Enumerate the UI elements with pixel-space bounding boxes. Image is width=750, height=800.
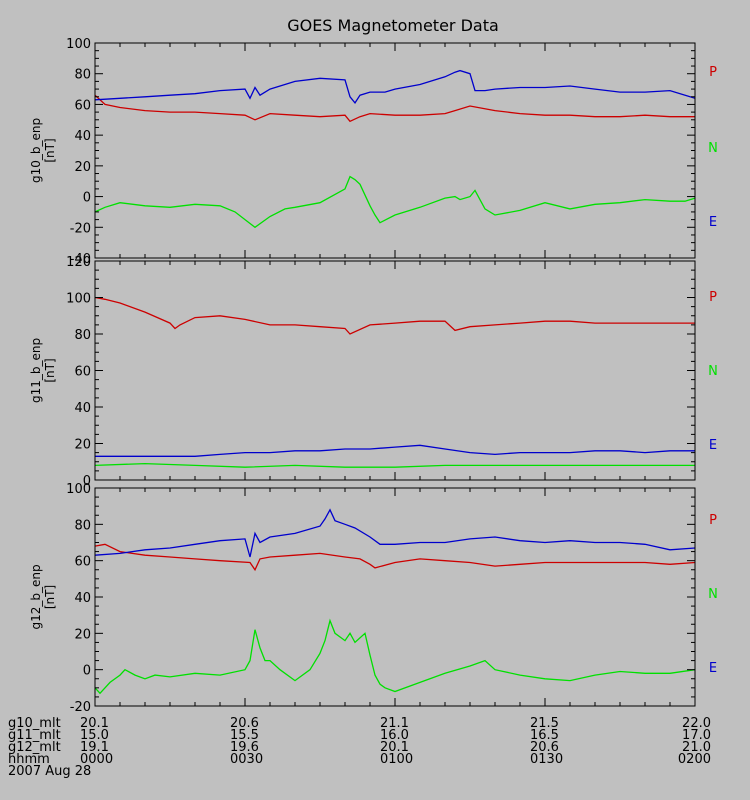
series-E-line bbox=[95, 444, 695, 457]
row-value: 20.1 bbox=[380, 740, 409, 755]
row-value: 20.6 bbox=[530, 740, 559, 755]
y-axis-label: g11_b_enp bbox=[29, 338, 43, 403]
row-value: 20.6 bbox=[230, 716, 259, 731]
row-value: 17.0 bbox=[682, 728, 711, 743]
row-label-hhmm: hhmm bbox=[8, 752, 50, 767]
row-label-g12_mlt: g12_mlt bbox=[8, 740, 61, 755]
series-E-line bbox=[94, 508, 696, 558]
legend-E: E bbox=[709, 215, 717, 230]
row-label-g10_mlt: g10_mlt bbox=[8, 716, 61, 731]
y-tick-label: 60 bbox=[74, 98, 91, 113]
row-value: 21.5 bbox=[530, 716, 559, 731]
y-axis-unit: [nT] bbox=[43, 138, 57, 162]
legend-P: P bbox=[709, 513, 717, 528]
row-value: 0100 bbox=[380, 752, 413, 767]
row-value: 15.0 bbox=[80, 728, 109, 743]
row-label-g11_mlt: g11_mlt bbox=[8, 728, 61, 743]
y-axis-label: g10_b_enp bbox=[29, 118, 43, 183]
bottom-time-labels: g10_mlt 20.1 20.6 21.1 21.5 22.0 g11_mlt 15.0 15… bbox=[8, 716, 711, 779]
series-N-line bbox=[94, 618, 696, 695]
y-tick-label: 60 bbox=[74, 555, 91, 570]
panel-frame bbox=[94, 42, 696, 259]
series-P-line bbox=[94, 94, 695, 123]
y-tick-label: 100 bbox=[66, 37, 91, 52]
legend-P: P bbox=[709, 65, 717, 80]
row-value: 21.1 bbox=[380, 716, 409, 731]
row-value: 16.5 bbox=[530, 728, 559, 743]
row-value: 21.0 bbox=[682, 740, 711, 755]
y-tick-label: -20 bbox=[70, 221, 91, 236]
row-value: 0200 bbox=[678, 752, 711, 767]
panel-3: -20 0 20 40 60 80 100 g12_b_enp [nT] P N E bbox=[29, 482, 718, 715]
legend-E: E bbox=[709, 661, 717, 676]
y-tick-label: -40 bbox=[70, 252, 91, 267]
row-value: 0000 bbox=[80, 752, 113, 767]
y-tick-label: 80 bbox=[74, 68, 91, 83]
y-tick-label: 100 bbox=[66, 292, 91, 307]
y-tick-label: 120 bbox=[66, 255, 91, 270]
legend-P: P bbox=[709, 290, 717, 305]
legend-N: N bbox=[708, 141, 718, 156]
y-tick-label: 80 bbox=[74, 328, 91, 343]
y-tick-label: -20 bbox=[70, 700, 91, 715]
row-value: 19.1 bbox=[80, 740, 109, 755]
y-tick-label: 20 bbox=[74, 160, 91, 175]
y-tick-label: 20 bbox=[74, 627, 91, 642]
y-tick-label: 0 bbox=[83, 191, 91, 206]
y-tick-label: 60 bbox=[74, 365, 91, 380]
series-E-line bbox=[94, 69, 696, 104]
series-P-line bbox=[94, 296, 695, 335]
series-N-line bbox=[94, 175, 696, 229]
row-value: 15.5 bbox=[230, 728, 259, 743]
series-P-line bbox=[94, 543, 696, 572]
panel-2: 0 20 40 60 80 100 120 g11_b_enp [nT] P N E bbox=[29, 255, 718, 489]
y-tick-label: 80 bbox=[74, 518, 91, 533]
row-value: 0130 bbox=[530, 752, 563, 767]
legend-N: N bbox=[708, 364, 718, 379]
y-tick-label: 100 bbox=[66, 482, 91, 497]
date-label: 2007 Aug 28 bbox=[8, 764, 91, 779]
y-axis-unit: [nT] bbox=[43, 585, 57, 609]
chart-title: GOES Magnetometer Data bbox=[287, 16, 499, 35]
y-axis-unit: [nT] bbox=[43, 358, 57, 382]
row-value: 0030 bbox=[230, 752, 263, 767]
panel-1: -40 -20 0 20 40 60 80 100 g10_b_enp [nT] P N E bbox=[29, 37, 718, 267]
row-value: 19.6 bbox=[230, 740, 259, 755]
legend-E: E bbox=[709, 438, 717, 453]
y-tick-label: 40 bbox=[74, 591, 91, 606]
row-value: 20.1 bbox=[80, 716, 109, 731]
y-axis-label: g12_b_enp bbox=[29, 564, 43, 629]
y-tick-label: 20 bbox=[74, 438, 91, 453]
row-value: 22.0 bbox=[682, 716, 711, 731]
series-N-line bbox=[94, 462, 695, 468]
y-tick-label: 0 bbox=[83, 664, 91, 679]
y-tick-label: 40 bbox=[74, 129, 91, 144]
legend-N: N bbox=[708, 587, 718, 602]
y-tick-label: 40 bbox=[74, 401, 91, 416]
y-tick-label: 0 bbox=[83, 474, 91, 489]
row-value: 16.0 bbox=[380, 728, 409, 743]
